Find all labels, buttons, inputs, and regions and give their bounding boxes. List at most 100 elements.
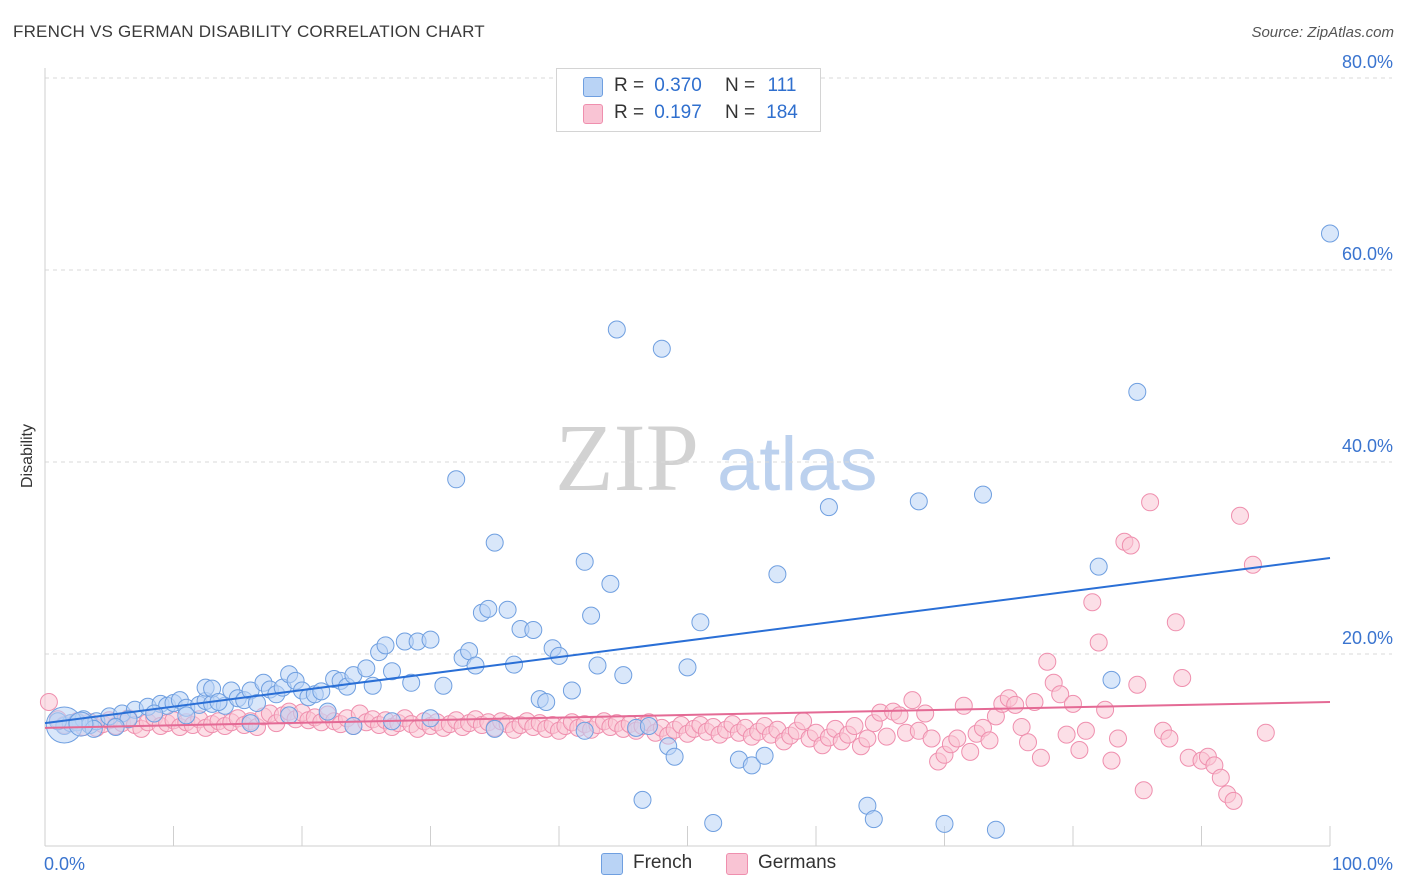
germans-point xyxy=(890,706,909,725)
french-point xyxy=(652,339,671,358)
french-point xyxy=(575,552,594,571)
french-point xyxy=(383,662,401,681)
germans-point xyxy=(1134,781,1153,800)
germans-point xyxy=(903,691,922,710)
french-point xyxy=(601,574,620,593)
germans-point xyxy=(980,731,999,750)
french-point xyxy=(1321,224,1339,243)
french-point xyxy=(312,682,331,701)
germans-point xyxy=(1121,536,1140,555)
legend: R = 0.370 N = 111 R = 0.197 N = 184 xyxy=(556,68,821,132)
french-point xyxy=(665,747,684,766)
axes xyxy=(44,68,1331,847)
germans-point xyxy=(1224,791,1243,810)
germans-point xyxy=(961,742,980,761)
germans-point xyxy=(916,704,935,723)
legend-r-value-french: 0.370 xyxy=(654,75,702,96)
bottom-legend-swatch-germans xyxy=(726,853,748,875)
french-point xyxy=(248,694,266,712)
french-point xyxy=(524,621,543,639)
french-point xyxy=(68,711,94,737)
germans-point xyxy=(1057,725,1076,744)
germans-point xyxy=(1025,693,1044,711)
french-point xyxy=(678,658,697,677)
french-point xyxy=(402,673,421,692)
germans-point xyxy=(1102,751,1121,770)
french-point xyxy=(562,681,581,700)
legend-swatch-germans xyxy=(583,104,603,124)
bottom-legend-swatch-french xyxy=(601,853,623,875)
germans-point xyxy=(1089,633,1108,652)
germans-point xyxy=(948,729,967,748)
watermark: ZIP atlas xyxy=(555,404,878,511)
french-point xyxy=(582,606,601,625)
germans-point xyxy=(39,693,58,711)
germans-point xyxy=(1083,593,1102,612)
french-point xyxy=(280,706,299,725)
french-point xyxy=(485,719,504,738)
french-point xyxy=(768,565,787,584)
french-point xyxy=(974,485,992,504)
source-label: Source: ZipAtlas.com xyxy=(1251,24,1394,41)
germans-point xyxy=(1051,685,1070,704)
tick-labels: 20.0% 40.0% 60.0% 80.0% 0.0% 100.0% xyxy=(44,52,1393,874)
x-tick-label: 100.0% xyxy=(1332,854,1393,874)
y-tick-label: 80.0% xyxy=(1342,52,1393,72)
germans-point xyxy=(1019,733,1037,752)
french-point xyxy=(588,656,607,675)
french-point xyxy=(376,636,395,655)
germans-point xyxy=(1166,613,1185,632)
french-point xyxy=(318,702,337,721)
y-tick-label: 40.0% xyxy=(1342,436,1393,456)
french-point xyxy=(864,810,883,829)
y-tick-label: 20.0% xyxy=(1342,628,1393,648)
legend-n-label: N = xyxy=(725,75,756,96)
germans-point xyxy=(954,696,973,715)
germans-point xyxy=(1070,741,1089,759)
french-point xyxy=(633,790,652,809)
bottom-legend-label-french: French xyxy=(633,852,693,873)
chart-title: FRENCH VS GERMAN DISABILITY CORRELATION … xyxy=(13,22,485,41)
legend-r-label: R = xyxy=(614,75,645,96)
french-point xyxy=(909,492,928,511)
french-point xyxy=(614,666,633,685)
germans-point xyxy=(858,729,877,748)
grid-lines xyxy=(45,77,1392,655)
french-point xyxy=(344,717,363,735)
germans-point xyxy=(1109,729,1127,748)
french-point xyxy=(1089,557,1108,576)
french-point xyxy=(704,814,723,832)
french-point xyxy=(607,320,626,339)
germans-point xyxy=(1256,723,1275,742)
germans-trend-line xyxy=(44,701,1331,729)
legend-row-french: R = 0.370 N = 111 xyxy=(557,75,820,99)
french-point xyxy=(1102,670,1121,689)
germans-point xyxy=(845,717,864,735)
germans-point xyxy=(1128,675,1147,694)
germans-points xyxy=(39,493,1275,810)
legend-swatch-french xyxy=(583,77,603,97)
french-point xyxy=(755,746,774,765)
germans-point xyxy=(922,729,941,748)
germans-point xyxy=(1076,721,1095,740)
french-point xyxy=(421,709,440,728)
french-point xyxy=(479,599,498,618)
germans-point xyxy=(1141,493,1160,512)
french-point xyxy=(434,676,453,695)
french-point xyxy=(819,498,838,517)
legend-n-value-french: 111 xyxy=(767,75,797,96)
french-point xyxy=(986,820,1005,839)
french-point xyxy=(498,600,517,619)
trend-lines xyxy=(44,557,1331,729)
watermark-zip: ZIP xyxy=(555,404,699,511)
french-point xyxy=(1128,382,1147,401)
french-point xyxy=(742,756,761,775)
french-point xyxy=(447,470,466,489)
french-point xyxy=(421,630,440,649)
french-trend-line xyxy=(44,557,1331,725)
germans-point xyxy=(1231,506,1249,525)
germans-point xyxy=(1064,694,1082,713)
bottom-legend-label-germans: Germans xyxy=(758,852,837,873)
germans-point xyxy=(1243,555,1262,574)
french-point xyxy=(691,613,710,632)
